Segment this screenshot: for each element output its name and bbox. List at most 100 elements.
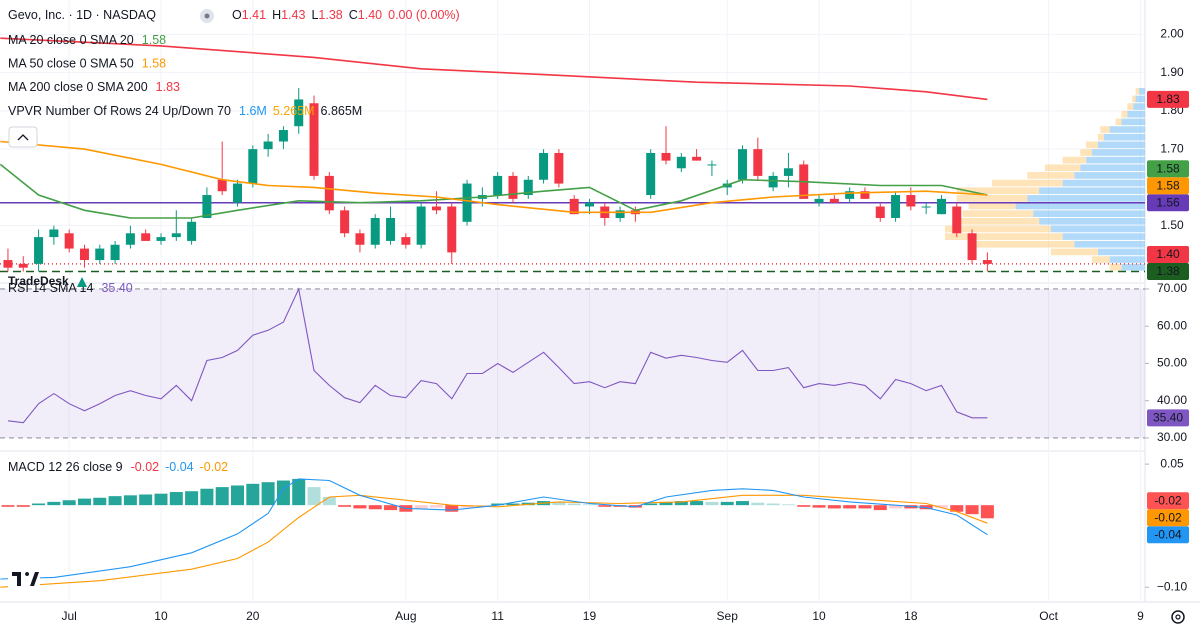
macd-histogram-bar — [261, 482, 275, 506]
gear-ring — [1171, 610, 1185, 624]
macd-histogram-bar — [77, 498, 91, 506]
price-label: 1.83 — [1156, 92, 1180, 106]
macd-histogram-bar — [567, 503, 581, 506]
y-tick-label: −0.10 — [1157, 579, 1188, 593]
macd-histogram-bar — [950, 505, 964, 512]
moving-average — [0, 163, 988, 219]
vp-up — [1086, 156, 1145, 164]
collapse-button[interactable] — [8, 126, 38, 148]
candle-body — [738, 149, 748, 180]
vp-down — [968, 240, 1075, 248]
vp-down — [992, 179, 1063, 187]
candle-body — [401, 237, 411, 245]
vp-up — [1135, 95, 1145, 103]
macd-histogram-bar — [460, 505, 474, 508]
indicator-legend-part: MA 200 close 0 SMA 200 — [8, 80, 148, 94]
vp-up — [1039, 187, 1145, 195]
indicator-legend-part: -0.02 — [200, 460, 229, 474]
price-label: -0.02 — [1154, 510, 1182, 524]
macd-histogram-bar — [123, 495, 137, 506]
price-label-box — [1147, 160, 1189, 178]
moving-average — [0, 37, 988, 101]
symbol-header-part: C — [349, 8, 358, 22]
symbol-header-part: 1.41 — [242, 8, 266, 22]
macd-histogram-bar — [414, 505, 428, 509]
macd-histogram-bar — [736, 501, 750, 506]
vp-up — [1027, 195, 1145, 202]
candle-body — [202, 195, 212, 218]
candle-body — [845, 191, 855, 199]
candle-body — [967, 233, 977, 261]
y-tick-label: 70.00 — [1157, 281, 1187, 295]
indicator-legend: MA 200 close 0 SMA 200 1.83 — [8, 80, 180, 94]
vp-down — [1086, 141, 1098, 149]
indicator-legend: MA 50 close 0 SMA 50 1.58 — [8, 57, 166, 71]
vp-up — [1127, 110, 1145, 118]
price-label: 1.58 — [1156, 161, 1180, 175]
macd-histogram-bar — [751, 502, 765, 506]
candle-body — [171, 233, 181, 238]
vp-down — [1092, 256, 1110, 263]
vp-up — [1133, 103, 1145, 110]
vp-down — [1115, 118, 1122, 126]
macd-line — [0, 478, 988, 580]
price-label: 1.40 — [1156, 247, 1180, 261]
x-tick-label: 11 — [491, 609, 504, 623]
macd-histogram-bar — [231, 485, 245, 506]
symbol-header-part: 1.43 — [281, 8, 305, 22]
vp-up — [1050, 225, 1145, 233]
settings-icon[interactable] — [1171, 610, 1185, 624]
vp-down — [1127, 103, 1134, 110]
x-tick-label: Oct — [1039, 609, 1058, 623]
price-label-box — [1147, 526, 1189, 544]
macd-histogram-bar — [781, 504, 795, 506]
indicator-legend-part: 35.40 — [101, 281, 132, 295]
candle-body — [906, 195, 916, 207]
indicator-legend-part: MACD 12 26 close 9 — [8, 460, 123, 474]
vp-up — [1109, 256, 1145, 263]
vp-up — [1121, 263, 1145, 271]
macd-histogram-bar — [1, 505, 15, 507]
candle-body — [3, 260, 13, 268]
indicator-legend-part: 1.83 — [156, 80, 180, 94]
macd-histogram-bar — [843, 505, 857, 509]
candle-body — [783, 168, 793, 176]
macd-histogram-bar — [276, 480, 290, 506]
indicator-legend: VPVR Number Of Rows 24 Up/Down 70 1.6M 5.2… — [8, 104, 362, 118]
vp-down — [956, 187, 1040, 195]
vp-up — [1109, 126, 1145, 133]
candle-body — [18, 263, 28, 268]
indicator-legend-part: 1.58 — [142, 33, 166, 47]
indicator-legend-part: 5.265M — [273, 104, 315, 118]
price-label-box — [1147, 177, 1189, 195]
candle-body — [814, 198, 824, 203]
vp-up — [1062, 233, 1145, 240]
candle-body — [416, 206, 426, 245]
symbol-header: Gevo, Inc. · 1D · NASDAQ O1.41 H1.43 L1.38 C… — [8, 8, 460, 22]
y-tick-label: 2.00 — [1160, 27, 1184, 41]
y-tick-label: 0.05 — [1160, 456, 1184, 470]
vp-up — [1039, 217, 1145, 225]
price-label-box — [1147, 263, 1189, 281]
vp-up — [1074, 172, 1145, 179]
candle-body — [860, 191, 870, 199]
macd-histogram-bar — [965, 505, 979, 515]
macd-histogram-bar — [552, 501, 566, 506]
vp-down — [1132, 95, 1136, 103]
macd-histogram-bar — [200, 488, 214, 506]
price-label: 1.38 — [1156, 264, 1180, 278]
price-label-box — [1147, 246, 1189, 264]
price-label-box — [1147, 409, 1189, 427]
macd-histogram-bar — [674, 501, 688, 506]
symbol-header-part: 1.38 — [318, 8, 342, 22]
x-tick-label: 18 — [904, 609, 918, 623]
candle-body — [263, 141, 273, 150]
indicator-legend-part: 6.865M — [321, 104, 363, 118]
candle-body — [340, 210, 350, 234]
candle-body — [921, 206, 931, 208]
gear-hub — [1175, 614, 1181, 620]
candle-body — [95, 248, 105, 261]
collapse-icon — [17, 134, 29, 141]
macd-histogram-bar — [797, 505, 811, 507]
